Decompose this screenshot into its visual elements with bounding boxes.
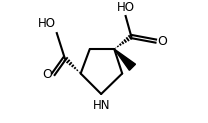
Text: O: O [42,68,52,81]
Polygon shape [114,49,135,70]
Text: HO: HO [38,17,56,30]
Text: O: O [157,35,167,48]
Text: HN: HN [92,99,110,112]
Text: HO: HO [117,1,135,14]
